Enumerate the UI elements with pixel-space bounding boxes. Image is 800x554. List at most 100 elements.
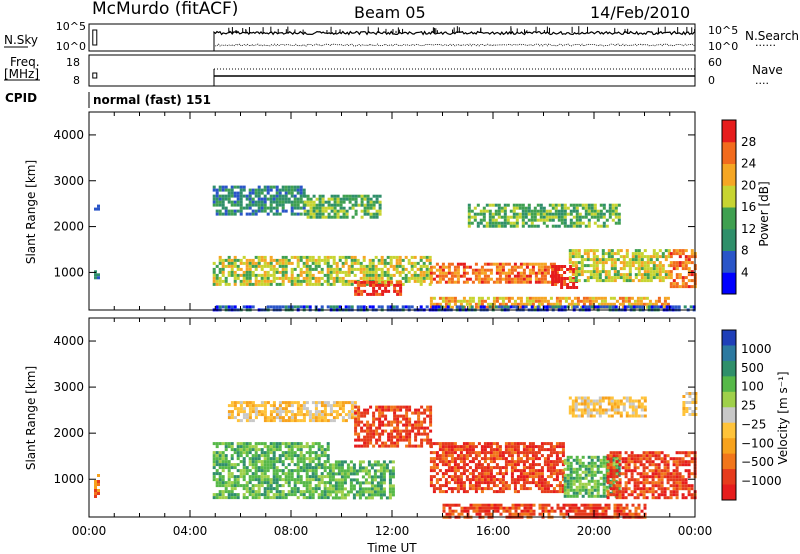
power-cell: [545, 218, 549, 222]
power-cell: [444, 265, 448, 269]
velocity-cell: [317, 493, 321, 497]
power-cell: [260, 200, 264, 204]
power-cell: [539, 206, 543, 210]
power-cell: [315, 206, 319, 210]
power-cell: [606, 302, 610, 306]
velocity-cell: [627, 481, 631, 485]
velocity-cell: [459, 466, 463, 470]
velocity-cell: [230, 466, 234, 470]
velocity-cell: [666, 478, 670, 482]
power-cell: [371, 270, 375, 274]
power-cell: [306, 200, 310, 204]
power-cell: [640, 252, 644, 256]
power-cell: [474, 271, 478, 275]
velocity-cell: [290, 413, 294, 417]
velocity-cell: [624, 487, 628, 491]
power-cell: [574, 255, 578, 259]
power-cell: [428, 258, 432, 262]
velocity-cell: [648, 451, 652, 455]
power-cell: [527, 218, 531, 222]
velocity-cell: [97, 489, 100, 492]
power-cell: [684, 255, 688, 259]
velocity-cell: [669, 475, 673, 479]
velocity-cell: [293, 484, 297, 488]
velocity-cell: [360, 411, 364, 415]
velocity-cell: [450, 451, 454, 455]
velocity-cell: [378, 432, 382, 436]
velocity-cell: [245, 419, 249, 423]
power-cell: [360, 200, 364, 204]
power-cell: [263, 273, 267, 277]
power-cell: [320, 276, 324, 280]
power-cell: [534, 280, 538, 284]
velocity-cell: [375, 438, 379, 442]
power-cell: [581, 215, 585, 219]
power-cell: [290, 282, 294, 286]
velocity-cell: [531, 451, 535, 455]
power-cell: [368, 258, 372, 262]
velocity-cell: [399, 435, 403, 439]
velocity-cell: [405, 408, 409, 412]
velocity-cell: [486, 457, 490, 461]
velocity-cell: [615, 460, 619, 464]
velocity-cell: [290, 487, 294, 491]
power-cell: [218, 255, 222, 259]
power-cell: [654, 299, 658, 303]
power-cell: [326, 264, 330, 268]
velocity-cell: [221, 466, 225, 470]
velocity-cell: [541, 509, 545, 513]
velocity-cell: [358, 493, 362, 497]
power-cell: [218, 203, 222, 207]
velocity-cell: [257, 404, 261, 408]
velocity-cell: [621, 466, 625, 470]
velocity-cell: [248, 490, 252, 494]
power-cell: [384, 286, 388, 290]
velocity-cell: [360, 429, 364, 433]
velocity-cell: [367, 496, 371, 500]
velocity-cell: [375, 441, 379, 445]
power-cell: [658, 255, 662, 259]
power-cell: [658, 270, 662, 274]
velocity-cell: [242, 496, 246, 500]
power-cell: [622, 273, 626, 277]
power-cell: [669, 276, 673, 280]
velocity-cell: [311, 416, 315, 420]
power-cell: [383, 258, 387, 262]
velocity-cell: [332, 410, 336, 414]
power-cell: [332, 279, 336, 283]
power-cell: [515, 221, 519, 225]
power-cell: [432, 302, 436, 306]
power-cell: [515, 212, 519, 216]
velocity-cell: [438, 484, 442, 488]
velocity-cell: [361, 493, 365, 497]
velocity-cell: [469, 503, 473, 507]
power-cell: [595, 279, 599, 283]
power-cell: [590, 305, 594, 309]
velocity-cell: [305, 466, 309, 470]
power-cell: [281, 188, 285, 192]
power-cell: [296, 212, 300, 216]
power-cell: [275, 305, 279, 309]
velocity-cell: [212, 457, 216, 461]
velocity-cell: [242, 457, 246, 461]
velocity-cell: [308, 487, 312, 491]
velocity-cell: [227, 416, 231, 420]
velocity-cell: [390, 405, 394, 409]
velocity-cell: [546, 469, 550, 473]
velocity-cell: [334, 460, 338, 464]
velocity-cell: [504, 463, 508, 467]
velocity-cell: [293, 416, 297, 420]
power-cell: [578, 215, 582, 219]
velocity-cell: [248, 481, 252, 485]
velocity-cell: [534, 481, 538, 485]
velocity-cell: [572, 494, 576, 498]
velocity-cell: [590, 494, 594, 498]
velocity-cell: [477, 454, 481, 458]
power-cell: [365, 273, 369, 277]
power-cell: [655, 252, 659, 256]
power-cell: [646, 267, 650, 271]
power-cell: [233, 200, 237, 204]
velocity-cell: [239, 442, 243, 446]
power-cell: [580, 273, 584, 277]
power-cell: [551, 283, 555, 286]
